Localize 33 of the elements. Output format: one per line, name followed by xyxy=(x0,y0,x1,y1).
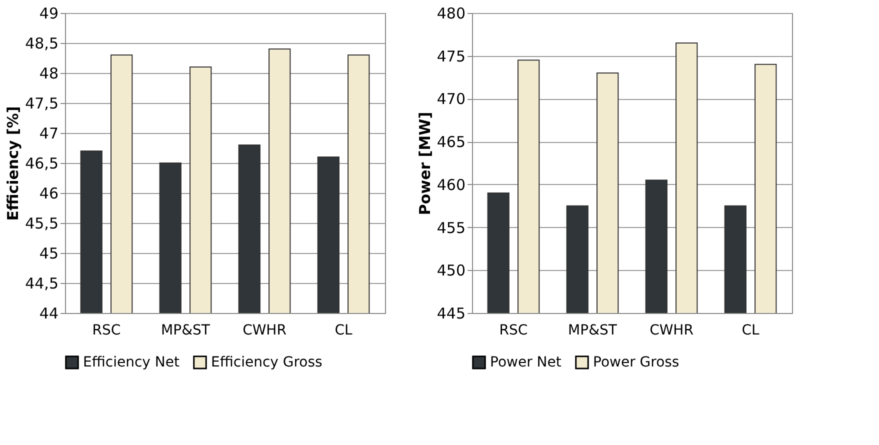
y-tick-label: 47 xyxy=(39,124,58,142)
y-tick-label: 45 xyxy=(39,244,58,262)
legend-label: Power Net xyxy=(490,354,562,370)
y-tick-label: 480 xyxy=(436,4,466,22)
y-tick-label: 46,5 xyxy=(25,154,58,172)
x-tick-label: MP&ST xyxy=(161,322,210,338)
x-tick-label: RSC xyxy=(92,322,121,338)
legend-label: Efficiency Gross xyxy=(211,354,322,370)
y-tick-label: 470 xyxy=(436,90,466,108)
y-tick-label: 47,5 xyxy=(25,94,58,112)
y-tick-label: 475 xyxy=(436,47,466,66)
y-tick-label: 48,5 xyxy=(25,34,58,52)
x-tick-label: CL xyxy=(334,322,353,338)
y-tick-label: 49 xyxy=(39,4,58,22)
legend-label: Power Gross xyxy=(593,354,680,370)
y-tick-label: 48 xyxy=(39,64,58,82)
y-axis-title: Efficiency [%] xyxy=(4,106,22,221)
y-tick-label: 455 xyxy=(436,218,466,237)
y-tick-label: 44,5 xyxy=(25,274,58,292)
x-tick-label: CWHR xyxy=(242,322,287,338)
y-tick-label: 445 xyxy=(436,304,466,322)
y-tick-label: 44 xyxy=(39,304,58,322)
y-tick-label: 46 xyxy=(39,184,58,202)
x-tick-label: MP&ST xyxy=(568,322,618,338)
x-tick-label: RSC xyxy=(499,322,528,338)
legend-label: Efficiency Net xyxy=(83,354,180,370)
y-tick-label: 450 xyxy=(436,262,466,280)
y-tick-label: 465 xyxy=(436,133,466,152)
x-tick-label: CL xyxy=(742,322,760,338)
y-tick-label: 460 xyxy=(436,176,466,194)
y-axis-title: Power [MW] xyxy=(416,112,434,216)
y-tick-label: 45,5 xyxy=(25,214,58,232)
x-tick-label: CWHR xyxy=(650,322,694,338)
